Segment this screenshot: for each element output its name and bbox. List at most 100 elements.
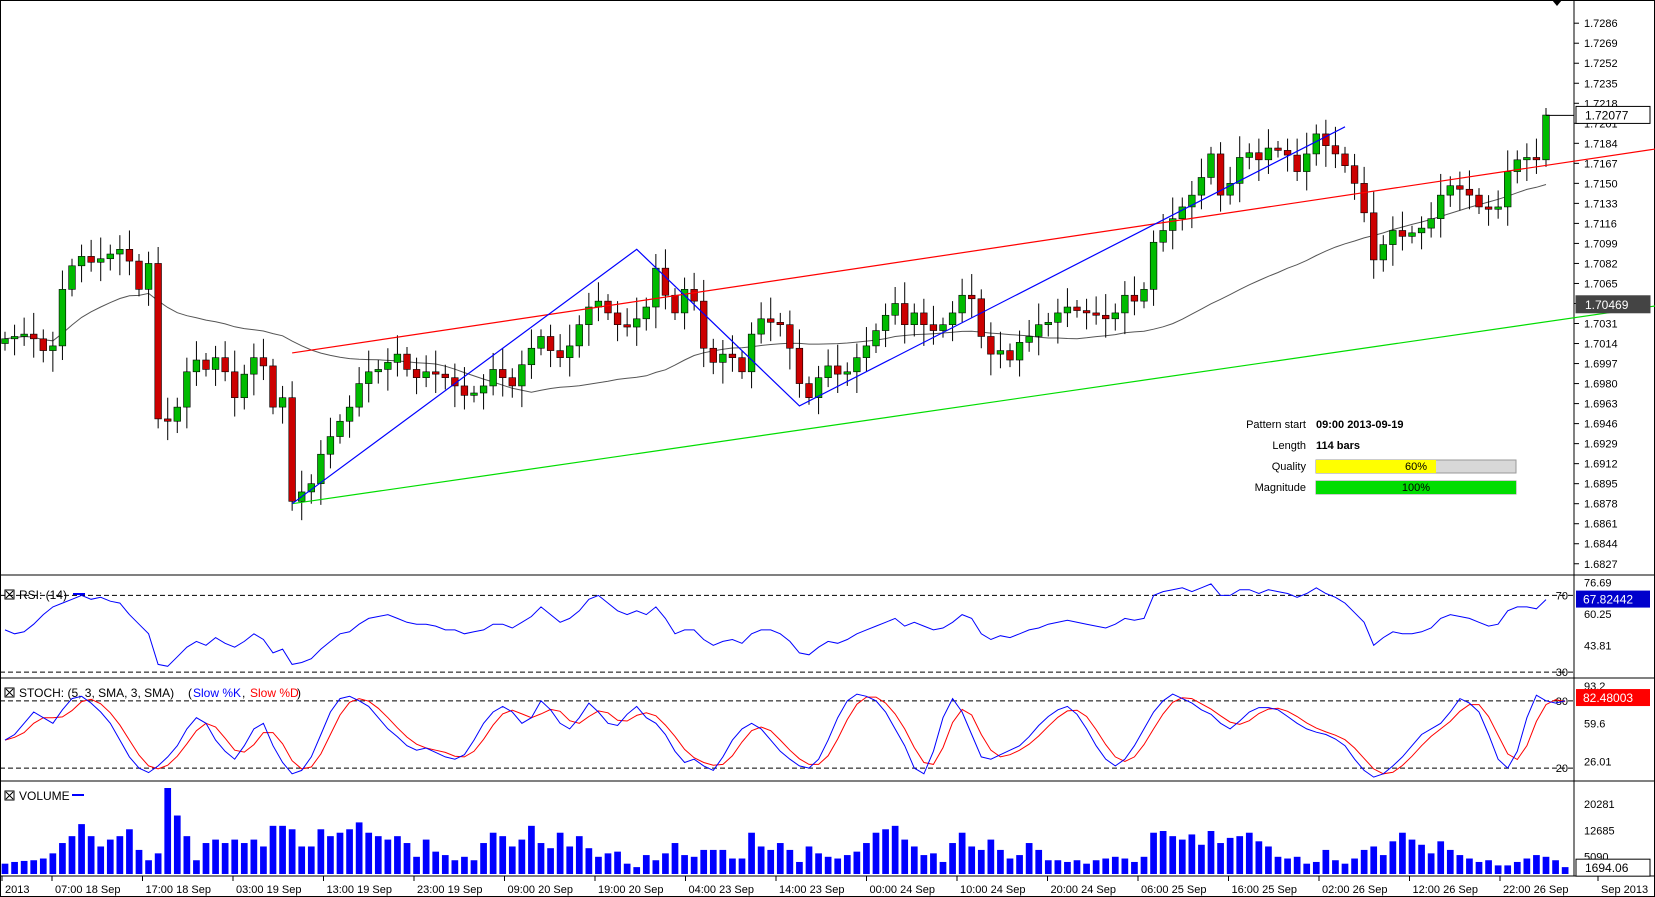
- volume-bar: [1284, 858, 1291, 874]
- price-y-tick-label: 1.7286: [1584, 18, 1618, 30]
- candle-bear: [546, 336, 555, 351]
- price-y-tick-label: 1.7150: [1584, 178, 1618, 190]
- candle-bull: [192, 359, 201, 373]
- volume-bar: [910, 846, 918, 874]
- volume-bar: [757, 846, 765, 874]
- volume-tag-box: [1575, 858, 1651, 877]
- candle-bull: [49, 345, 57, 351]
- candlesticks: [1, 107, 1550, 521]
- volume-bar: [1504, 865, 1512, 874]
- candle-bear: [929, 324, 938, 331]
- candle-bear: [460, 385, 469, 396]
- volume-bar: [1475, 861, 1483, 874]
- price-y-tick-label: 1.6844: [1584, 539, 1618, 551]
- stoch-comma: ,: [242, 686, 245, 700]
- candle-bear: [432, 371, 440, 375]
- volume-bar: [288, 829, 296, 874]
- candle-bear: [1465, 188, 1474, 196]
- x-tick-label: 04:00 23 Sep: [689, 884, 754, 896]
- volume-bar: [260, 846, 267, 874]
- volume-bar: [413, 856, 420, 874]
- volume-bar: [374, 836, 382, 874]
- volume-bar: [1265, 846, 1272, 874]
- volume-bar: [920, 855, 928, 874]
- volume-bar: [183, 836, 191, 874]
- price-y-tick-label: 1.6827: [1584, 559, 1618, 571]
- price-y-tick-label: 1.6963: [1584, 399, 1618, 411]
- candle-bull: [872, 330, 880, 347]
- candle-bear: [968, 294, 976, 300]
- stoch-y-tick-label: 59.6: [1584, 719, 1605, 731]
- candle-bear: [1370, 212, 1378, 261]
- volume-bar: [1494, 865, 1502, 874]
- volume-bar: [662, 853, 669, 874]
- volume-bar: [642, 855, 650, 874]
- candle-bear: [700, 300, 708, 349]
- stoch-k-line: [4, 693, 1566, 778]
- stoch-k-label: Slow %K: [193, 686, 241, 700]
- volume-bar: [365, 832, 373, 874]
- candle-bull: [1178, 206, 1186, 219]
- volume-bar: [738, 858, 746, 874]
- candle-bear: [795, 347, 804, 384]
- x-tick-label: 10:00 24 Sep: [960, 884, 1025, 896]
- price-y-tick-label: 1.7031: [1584, 319, 1618, 331]
- rsi-line: [4, 583, 1547, 667]
- candle-bull: [393, 353, 402, 363]
- candle-bull: [642, 306, 650, 320]
- stoch-close-icon-cross: [5, 688, 14, 697]
- volume-bar: [1092, 860, 1100, 874]
- candle-bull: [1408, 232, 1416, 237]
- candle-bull: [948, 312, 957, 325]
- volume-bar: [1083, 863, 1090, 874]
- volume-bar: [1140, 856, 1148, 874]
- volume-bar: [1169, 836, 1177, 874]
- volume-bar: [1198, 844, 1205, 874]
- volume-bar: [1006, 858, 1014, 874]
- candle-bear: [1331, 145, 1340, 155]
- candle-bull: [1197, 177, 1206, 196]
- price-y-tick-label: 1.6929: [1584, 439, 1618, 451]
- volume-bar: [1178, 839, 1186, 874]
- volume-bar: [106, 839, 114, 874]
- candle-bear: [661, 267, 670, 296]
- volume-bar: [1523, 858, 1531, 874]
- moving-average-line: [4, 184, 1547, 393]
- candle-bear: [1341, 153, 1349, 166]
- volume-bar: [1312, 861, 1320, 874]
- volume-bar: [1293, 856, 1301, 874]
- volume-bar: [604, 853, 612, 874]
- volume-bar: [145, 860, 152, 874]
- magnitude-label: Magnitude: [1255, 482, 1306, 494]
- candle-bull: [1140, 289, 1148, 302]
- candle-bull: [365, 371, 373, 384]
- volume-bar: [1533, 855, 1540, 874]
- candle-bear: [623, 324, 631, 328]
- volume-bar: [748, 832, 755, 874]
- volume-bar: [681, 855, 688, 874]
- volume-bar: [394, 836, 401, 874]
- volume-bar: [221, 843, 229, 874]
- candle-bear: [135, 260, 143, 290]
- volume-last-tag: 1694.06: [1585, 861, 1629, 875]
- volume-bar: [1207, 831, 1215, 874]
- volume-bar: [690, 856, 698, 874]
- volume-bar: [508, 846, 516, 874]
- candle-bear: [1360, 183, 1368, 214]
- candle-bear: [1006, 350, 1014, 361]
- candle-bull: [757, 318, 765, 335]
- volume-bar: [1025, 843, 1033, 874]
- candle-bear: [1255, 152, 1263, 161]
- pattern-info-box: Pattern start 09:00 2013-09-19 Length 11…: [1246, 419, 1517, 495]
- volume-bar: [499, 836, 507, 874]
- scroll-marker-icon[interactable]: [1552, 0, 1562, 6]
- candle-bear: [269, 365, 277, 408]
- candle-bull: [1015, 342, 1024, 361]
- volume-bar: [11, 861, 18, 874]
- volume-bar: [384, 839, 392, 874]
- volume-bar: [1217, 843, 1224, 874]
- volume-bar: [336, 832, 344, 874]
- candle-bull: [317, 453, 325, 484]
- volume-bar: [49, 853, 57, 874]
- stoch-label: STOCH: (5, 3, SMA, 3, SMA): [19, 686, 174, 700]
